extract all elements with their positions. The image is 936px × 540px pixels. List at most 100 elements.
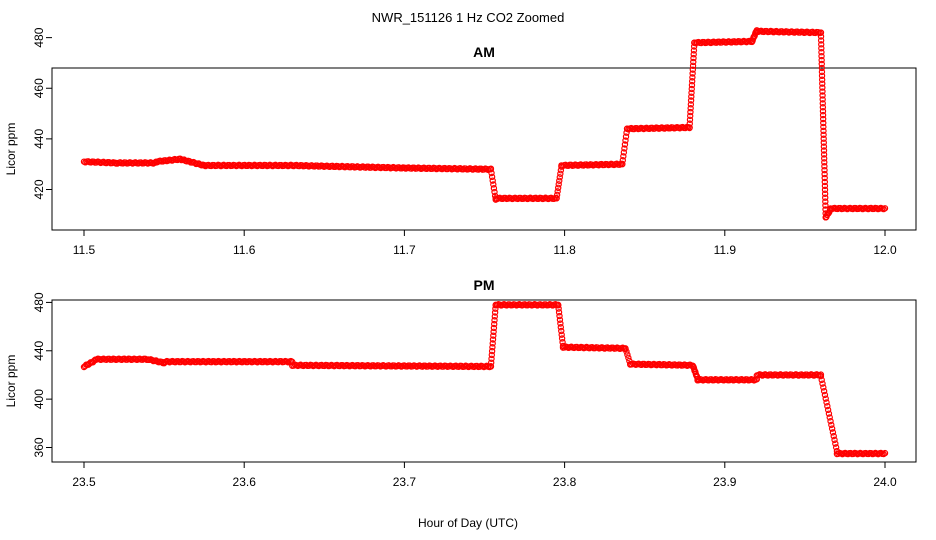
data-point <box>831 436 838 444</box>
data-point <box>819 115 827 123</box>
data-point <box>689 74 696 81</box>
data-point <box>819 96 826 103</box>
data-point <box>821 186 829 194</box>
data-point <box>828 421 835 429</box>
x-axis-label: Hour of Day (UTC) <box>418 516 518 530</box>
data-point <box>881 449 889 457</box>
data-point <box>689 62 697 70</box>
data-point <box>555 309 563 316</box>
data-point <box>690 47 698 54</box>
data-point <box>817 33 825 40</box>
data-point <box>821 174 828 182</box>
x-tick-label: 12.0 <box>873 243 897 257</box>
data-point <box>686 116 694 123</box>
pm-panel: 23.5 23.6 23.7 23.8 23.9 24.0 360 400 440 480 <box>32 292 917 489</box>
data-point <box>488 173 496 181</box>
data-point <box>491 188 498 196</box>
data-point <box>822 210 829 217</box>
data-point <box>689 70 696 77</box>
y-tick-label: 400 <box>32 389 46 409</box>
pm-y-axis-label: Licor ppm <box>4 355 18 408</box>
data-points <box>80 27 889 221</box>
data-point <box>819 100 826 107</box>
data-point <box>817 37 825 44</box>
data-point <box>690 54 697 62</box>
data-point <box>823 399 830 406</box>
data-point <box>818 68 826 76</box>
data-point <box>687 97 695 104</box>
data-point <box>554 301 562 309</box>
data-point <box>553 195 560 202</box>
data-point <box>819 84 826 91</box>
data-point <box>820 135 827 142</box>
data-point <box>490 324 498 332</box>
data-point <box>824 406 832 414</box>
data-point <box>687 112 694 120</box>
data-point <box>490 328 497 336</box>
data-point <box>820 119 827 127</box>
data-point <box>488 351 496 359</box>
data-point <box>488 359 495 366</box>
data-point <box>556 174 563 181</box>
data-point <box>621 141 629 148</box>
data-point <box>622 133 630 140</box>
data-point <box>554 184 562 192</box>
data-point <box>557 324 565 331</box>
data-point <box>490 332 497 339</box>
data-point <box>191 159 198 167</box>
data-points <box>80 301 889 458</box>
data-point <box>619 157 627 164</box>
data-point <box>489 344 496 351</box>
data-point <box>821 166 828 174</box>
data-point <box>821 190 829 197</box>
am-panel-title: AM <box>473 44 495 60</box>
data-point <box>555 181 562 188</box>
data-point <box>822 198 829 205</box>
data-point <box>686 120 693 127</box>
data-point <box>556 312 563 320</box>
data-point <box>688 78 696 85</box>
data-point <box>688 89 695 96</box>
data-point <box>822 194 829 201</box>
data-point <box>556 316 564 323</box>
data-point <box>491 309 499 316</box>
data-point <box>690 43 698 50</box>
data-point <box>827 417 834 425</box>
data-point <box>820 387 828 395</box>
data-point <box>819 92 826 99</box>
data-point <box>820 123 827 131</box>
data-point <box>821 159 828 166</box>
data-point <box>620 153 627 160</box>
data-point <box>492 305 499 312</box>
data-point <box>820 147 828 154</box>
x-tick-label: 23.7 <box>393 475 417 489</box>
data-point <box>557 170 564 177</box>
data-point <box>821 170 828 178</box>
data-point <box>623 348 630 355</box>
data-point <box>817 29 825 36</box>
y-tick-label: 440 <box>32 129 46 149</box>
data-point <box>824 402 831 410</box>
data-point <box>830 432 837 440</box>
y-tick-label: 440 <box>32 340 46 360</box>
data-point <box>688 93 695 100</box>
data-point <box>558 331 565 338</box>
data-point <box>490 185 498 192</box>
data-point <box>624 351 631 358</box>
data-point <box>818 52 825 60</box>
x-tick-label: 11.8 <box>553 243 576 257</box>
data-point <box>488 347 496 355</box>
data-point <box>688 81 696 89</box>
figure-title: NWR_151126 1 Hz CO2 Zoomed <box>372 10 565 25</box>
data-point <box>554 188 561 195</box>
data-point <box>822 202 829 209</box>
data-point <box>556 177 563 184</box>
data-point <box>555 305 562 312</box>
data-point <box>688 85 695 93</box>
y-tick-label: 460 <box>32 78 46 98</box>
data-point <box>489 177 496 184</box>
data-point <box>491 313 499 320</box>
am-panel: 11.5 11.6 11.7 11.8 11.9 12.0 420 440 460 480 <box>32 27 917 257</box>
data-point <box>621 145 628 152</box>
